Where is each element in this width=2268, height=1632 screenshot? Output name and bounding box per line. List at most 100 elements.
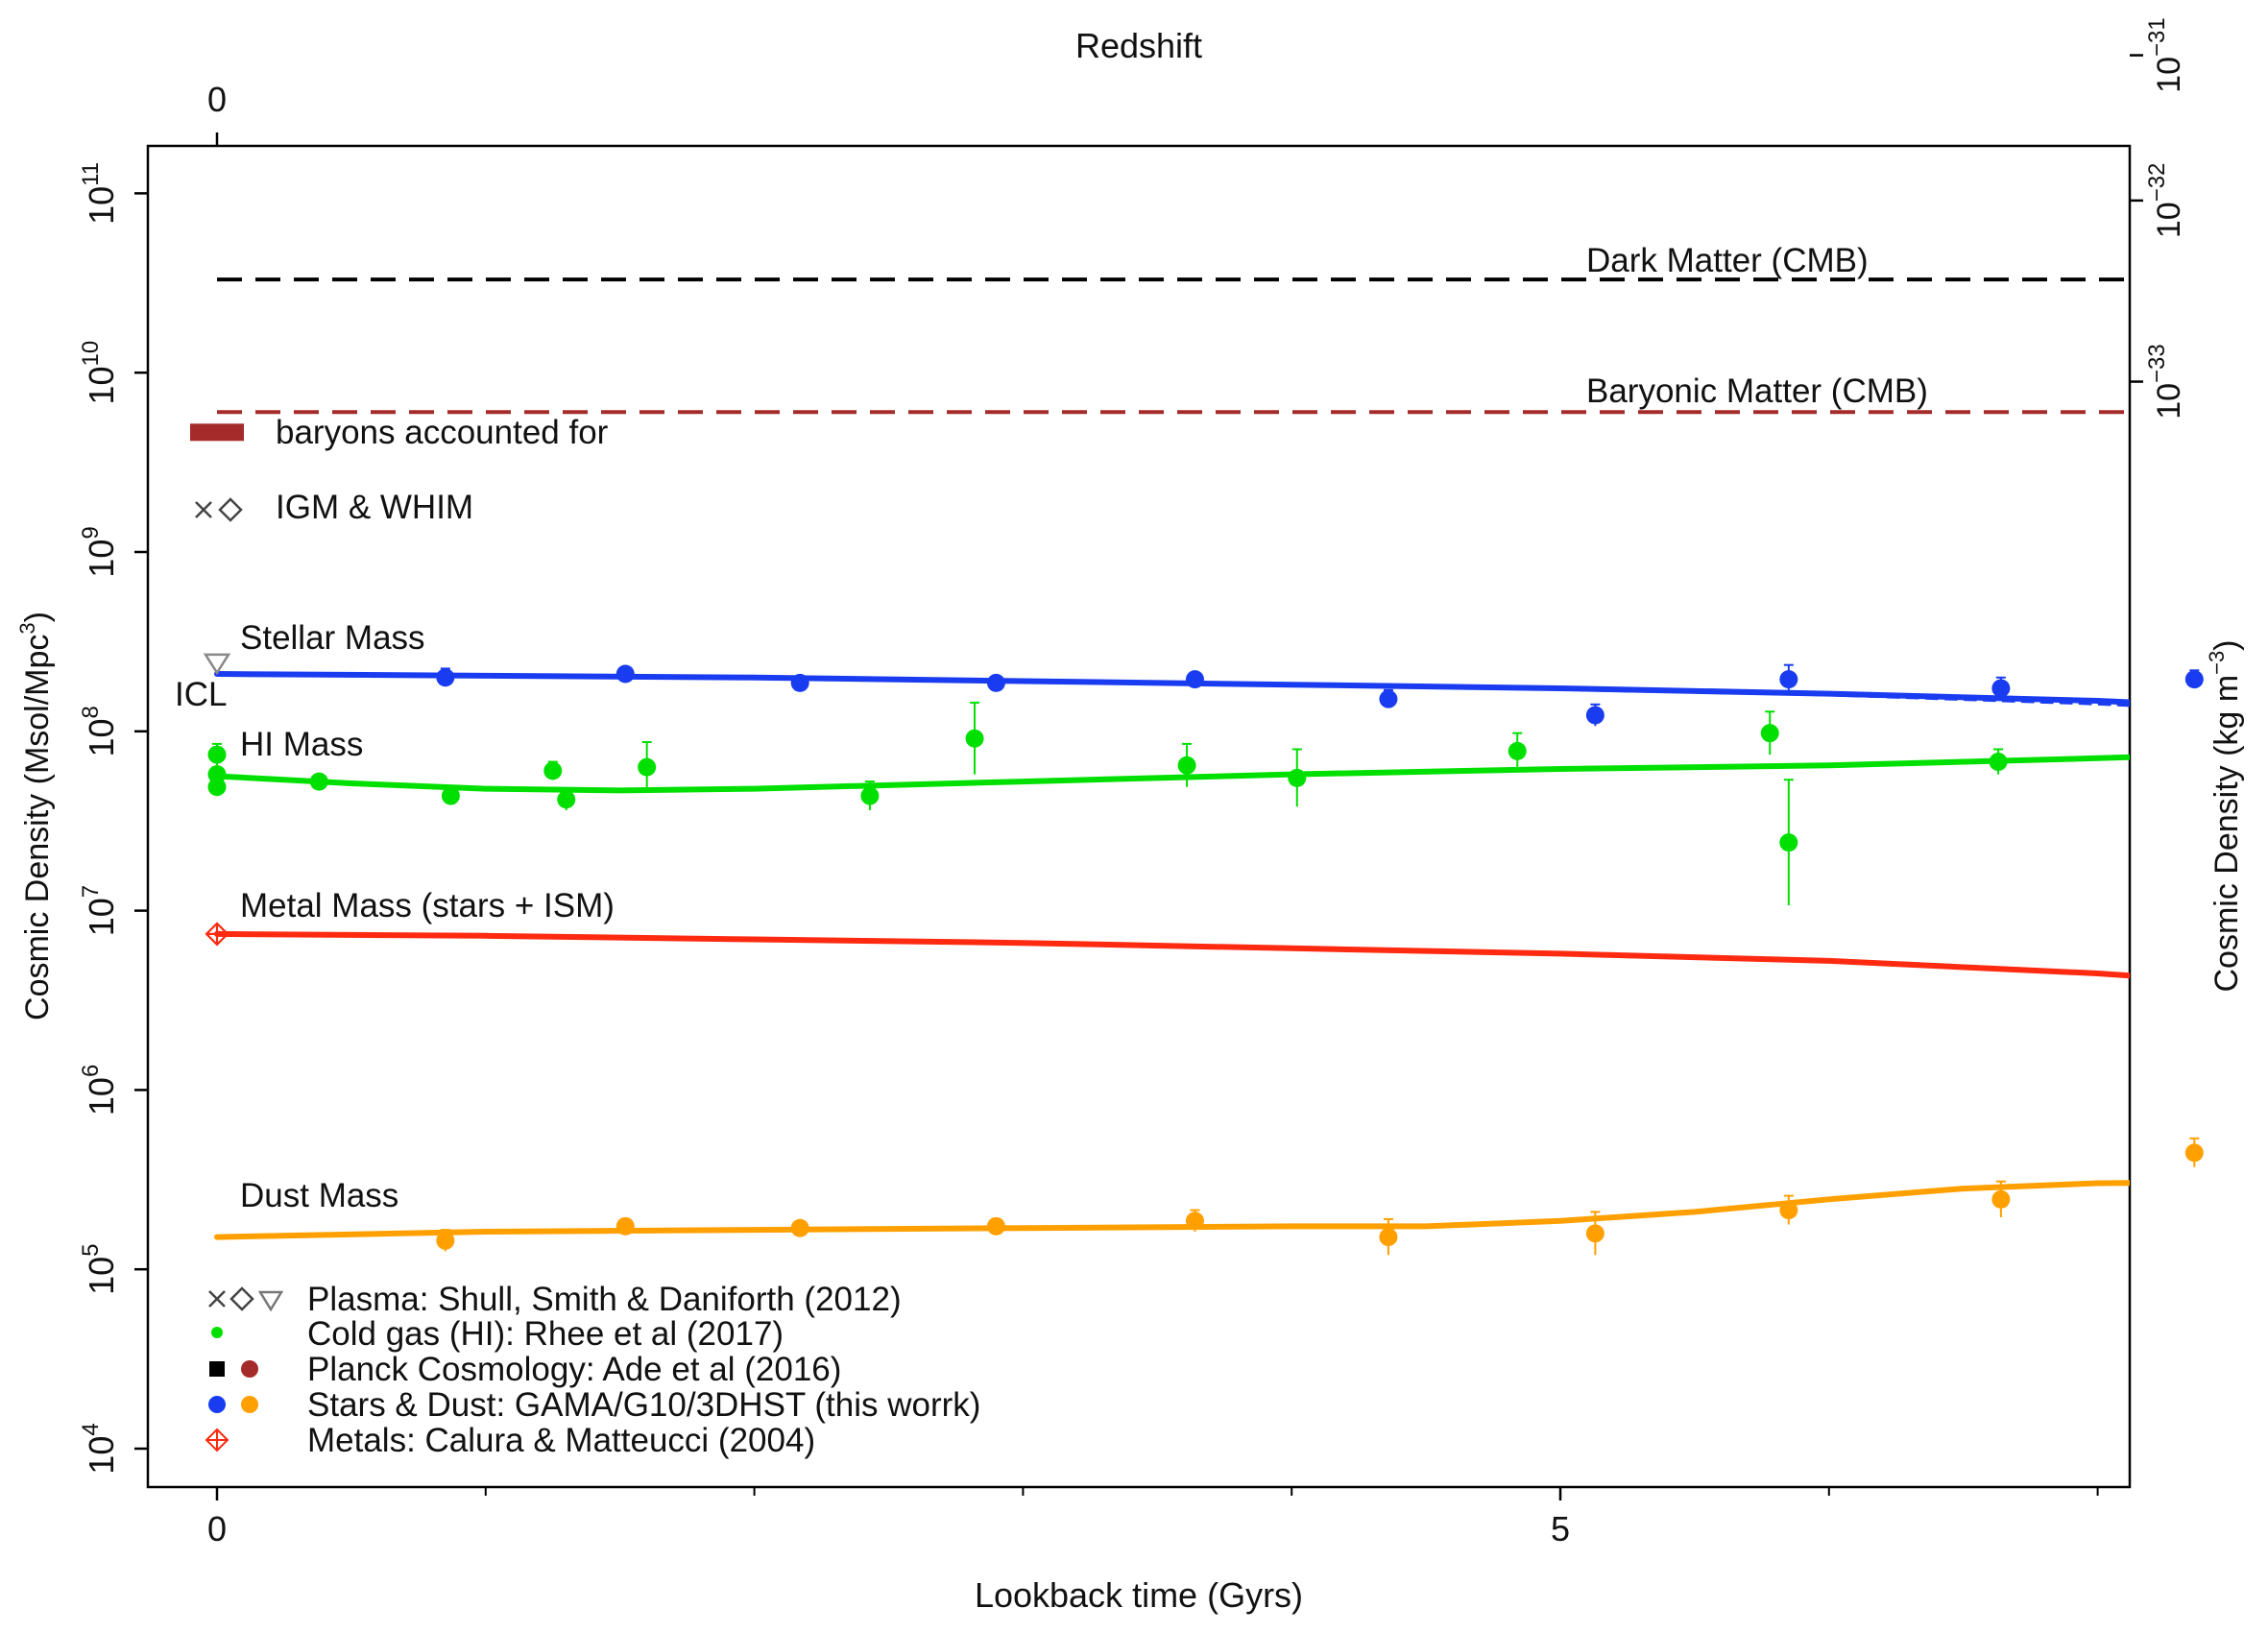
legend-plasma-symbols <box>208 1286 284 1312</box>
right-axis-title-close: ) <box>2208 639 2245 650</box>
dust-data-point <box>986 1216 1005 1236</box>
hi-mass-label: HI Mass <box>240 726 363 763</box>
y-axis-title: Cosmic Density (Msol/Mpc3) <box>15 612 56 1020</box>
right-tick-exponent: −32 <box>2144 163 2170 203</box>
hi-data-point <box>1177 756 1196 775</box>
hi-data-point <box>965 729 984 748</box>
diamond-icon <box>229 1286 254 1311</box>
legend-entry-planck: Planck Cosmology: Ade et al (2016) <box>209 1351 841 1388</box>
stellar-data-point <box>615 664 635 684</box>
legend-entry-metals: Metals: Calura & Matteucci (2004) <box>205 1422 815 1459</box>
curve <box>214 754 2130 794</box>
stellar-data-point <box>1379 689 1398 708</box>
cross-icon <box>195 501 212 518</box>
dust-data-point <box>1585 1224 1604 1243</box>
blue-dot-icon <box>208 1396 226 1413</box>
stellar-data-point <box>790 673 809 692</box>
stellar-data-point <box>1185 670 1204 689</box>
redshift-tick-label: 0 <box>207 80 227 119</box>
right-tick-base: 10 <box>2151 57 2187 93</box>
hi-data-point <box>207 778 227 797</box>
y-tick-exponent: 11 <box>78 162 104 186</box>
dark-matter-label: Dark Matter (CMB) <box>1586 242 1869 279</box>
stellar-data-point <box>1779 670 1798 689</box>
curve <box>214 930 2130 979</box>
right-tick-exponent: −33 <box>2144 344 2170 383</box>
stellar-mass-label: Stellar Mass <box>240 619 425 657</box>
x-tick-label: 0 <box>207 1509 227 1548</box>
triangle-down-icon <box>257 1290 284 1312</box>
icl-label: ICL <box>175 676 227 713</box>
hi-data-point <box>543 761 563 780</box>
stellar-data-point <box>1991 679 2011 698</box>
y-tick-base: 10 <box>82 186 121 225</box>
y-tick-base: 10 <box>82 1257 121 1295</box>
x-axis-title: Lookback time (Gyrs) <box>975 1575 1303 1615</box>
hi-data-point <box>1989 753 2008 772</box>
dust-data-point <box>615 1216 635 1236</box>
y-axis-title-main: Cosmic Density (Msol/Mpc <box>19 635 56 1020</box>
hi-data-point <box>1508 741 1527 760</box>
legend: Plasma: Shull, Smith & Daniforth (2012) … <box>205 1281 980 1459</box>
y-tick-label: 107 <box>78 885 121 936</box>
right-tick-base: 10 <box>2151 202 2187 238</box>
red-diamond-plus-icon <box>205 1428 229 1452</box>
dust-data-point <box>2184 1143 2204 1163</box>
y-axis-title-close: ) <box>19 612 56 622</box>
y-tick-base: 10 <box>82 367 121 405</box>
hi-data-point <box>441 786 460 805</box>
y-tick-base: 10 <box>82 718 121 756</box>
y-tick-label: 105 <box>78 1243 121 1294</box>
hi-data-point <box>1760 724 1779 743</box>
right-tick-label: 10−31 <box>2144 17 2187 93</box>
y-axis-title-sup: 3 <box>15 622 39 634</box>
hi-data-point <box>638 757 657 777</box>
curve <box>214 1180 2130 1240</box>
axes-group: 05101041051061071081091010101110−3310−32… <box>78 17 2187 1548</box>
legend-entry-hi: Cold gas (HI): Rhee et al (2017) <box>211 1315 784 1353</box>
y-tick-base: 10 <box>82 1436 121 1475</box>
baryonic-matter-label: Baryonic Matter (CMB) <box>1586 372 1928 410</box>
hi-data-point <box>860 786 880 805</box>
annotations <box>190 423 244 947</box>
y-tick-exponent: 9 <box>78 526 104 539</box>
metal-mass-label: Metal Mass (stars + ISM) <box>240 887 615 924</box>
right-axis-title-sup: −3 <box>2205 651 2229 675</box>
icl-triangle-marker <box>203 653 231 676</box>
legend-entry-stars-dust: Stars & Dust: GAMA/G10/3DHST (this worrk… <box>208 1386 980 1424</box>
stellar-data-point <box>436 668 455 687</box>
x-tick-label: 5 <box>1551 1509 1570 1548</box>
y-tick-exponent: 6 <box>78 1065 104 1077</box>
hi-data-point <box>309 772 328 791</box>
dust-data-point <box>790 1218 809 1237</box>
legend-text-planck: Planck Cosmology: Ade et al (2016) <box>307 1351 841 1388</box>
cross-icon <box>208 1290 226 1308</box>
y-tick-label: 106 <box>78 1065 121 1116</box>
right-tick-base: 10 <box>2151 383 2187 420</box>
igm-whim-label: IGM & WHIM <box>276 489 473 526</box>
y-tick-label: 108 <box>78 706 121 756</box>
baryons-accounted-bar <box>190 423 244 442</box>
dust-data-point <box>1779 1201 1798 1220</box>
red-dot-icon <box>241 1360 258 1378</box>
dust-data-point <box>1185 1212 1204 1231</box>
legend-text-plasma: Plasma: Shull, Smith & Daniforth (2012) <box>307 1281 902 1318</box>
right-tick-exponent: −31 <box>2144 17 2170 57</box>
top-axis-title: Redshift <box>1075 26 1202 65</box>
dust-mass-label: Dust Mass <box>240 1177 398 1214</box>
legend-text-stars-dust: Stars & Dust: GAMA/G10/3DHST (this worrk… <box>307 1386 980 1424</box>
plot-frame <box>146 144 2132 1489</box>
y-tick-label: 109 <box>78 526 121 577</box>
legend-text-hi: Cold gas (HI): Rhee et al (2017) <box>307 1315 784 1353</box>
right-axis-title-main: Cosmic Density (kg m <box>2208 675 2245 993</box>
hi-data-point <box>1288 768 1307 787</box>
y-tick-label: 104 <box>78 1423 121 1474</box>
y-tick-label: 1010 <box>78 341 121 405</box>
data-points <box>207 663 2204 1256</box>
curve <box>216 673 2130 708</box>
orange-dot-icon <box>241 1396 258 1413</box>
right-tick-label: 10−32 <box>2144 163 2187 239</box>
y-tick-label: 1011 <box>78 162 121 225</box>
dust-data-point <box>1379 1228 1398 1247</box>
